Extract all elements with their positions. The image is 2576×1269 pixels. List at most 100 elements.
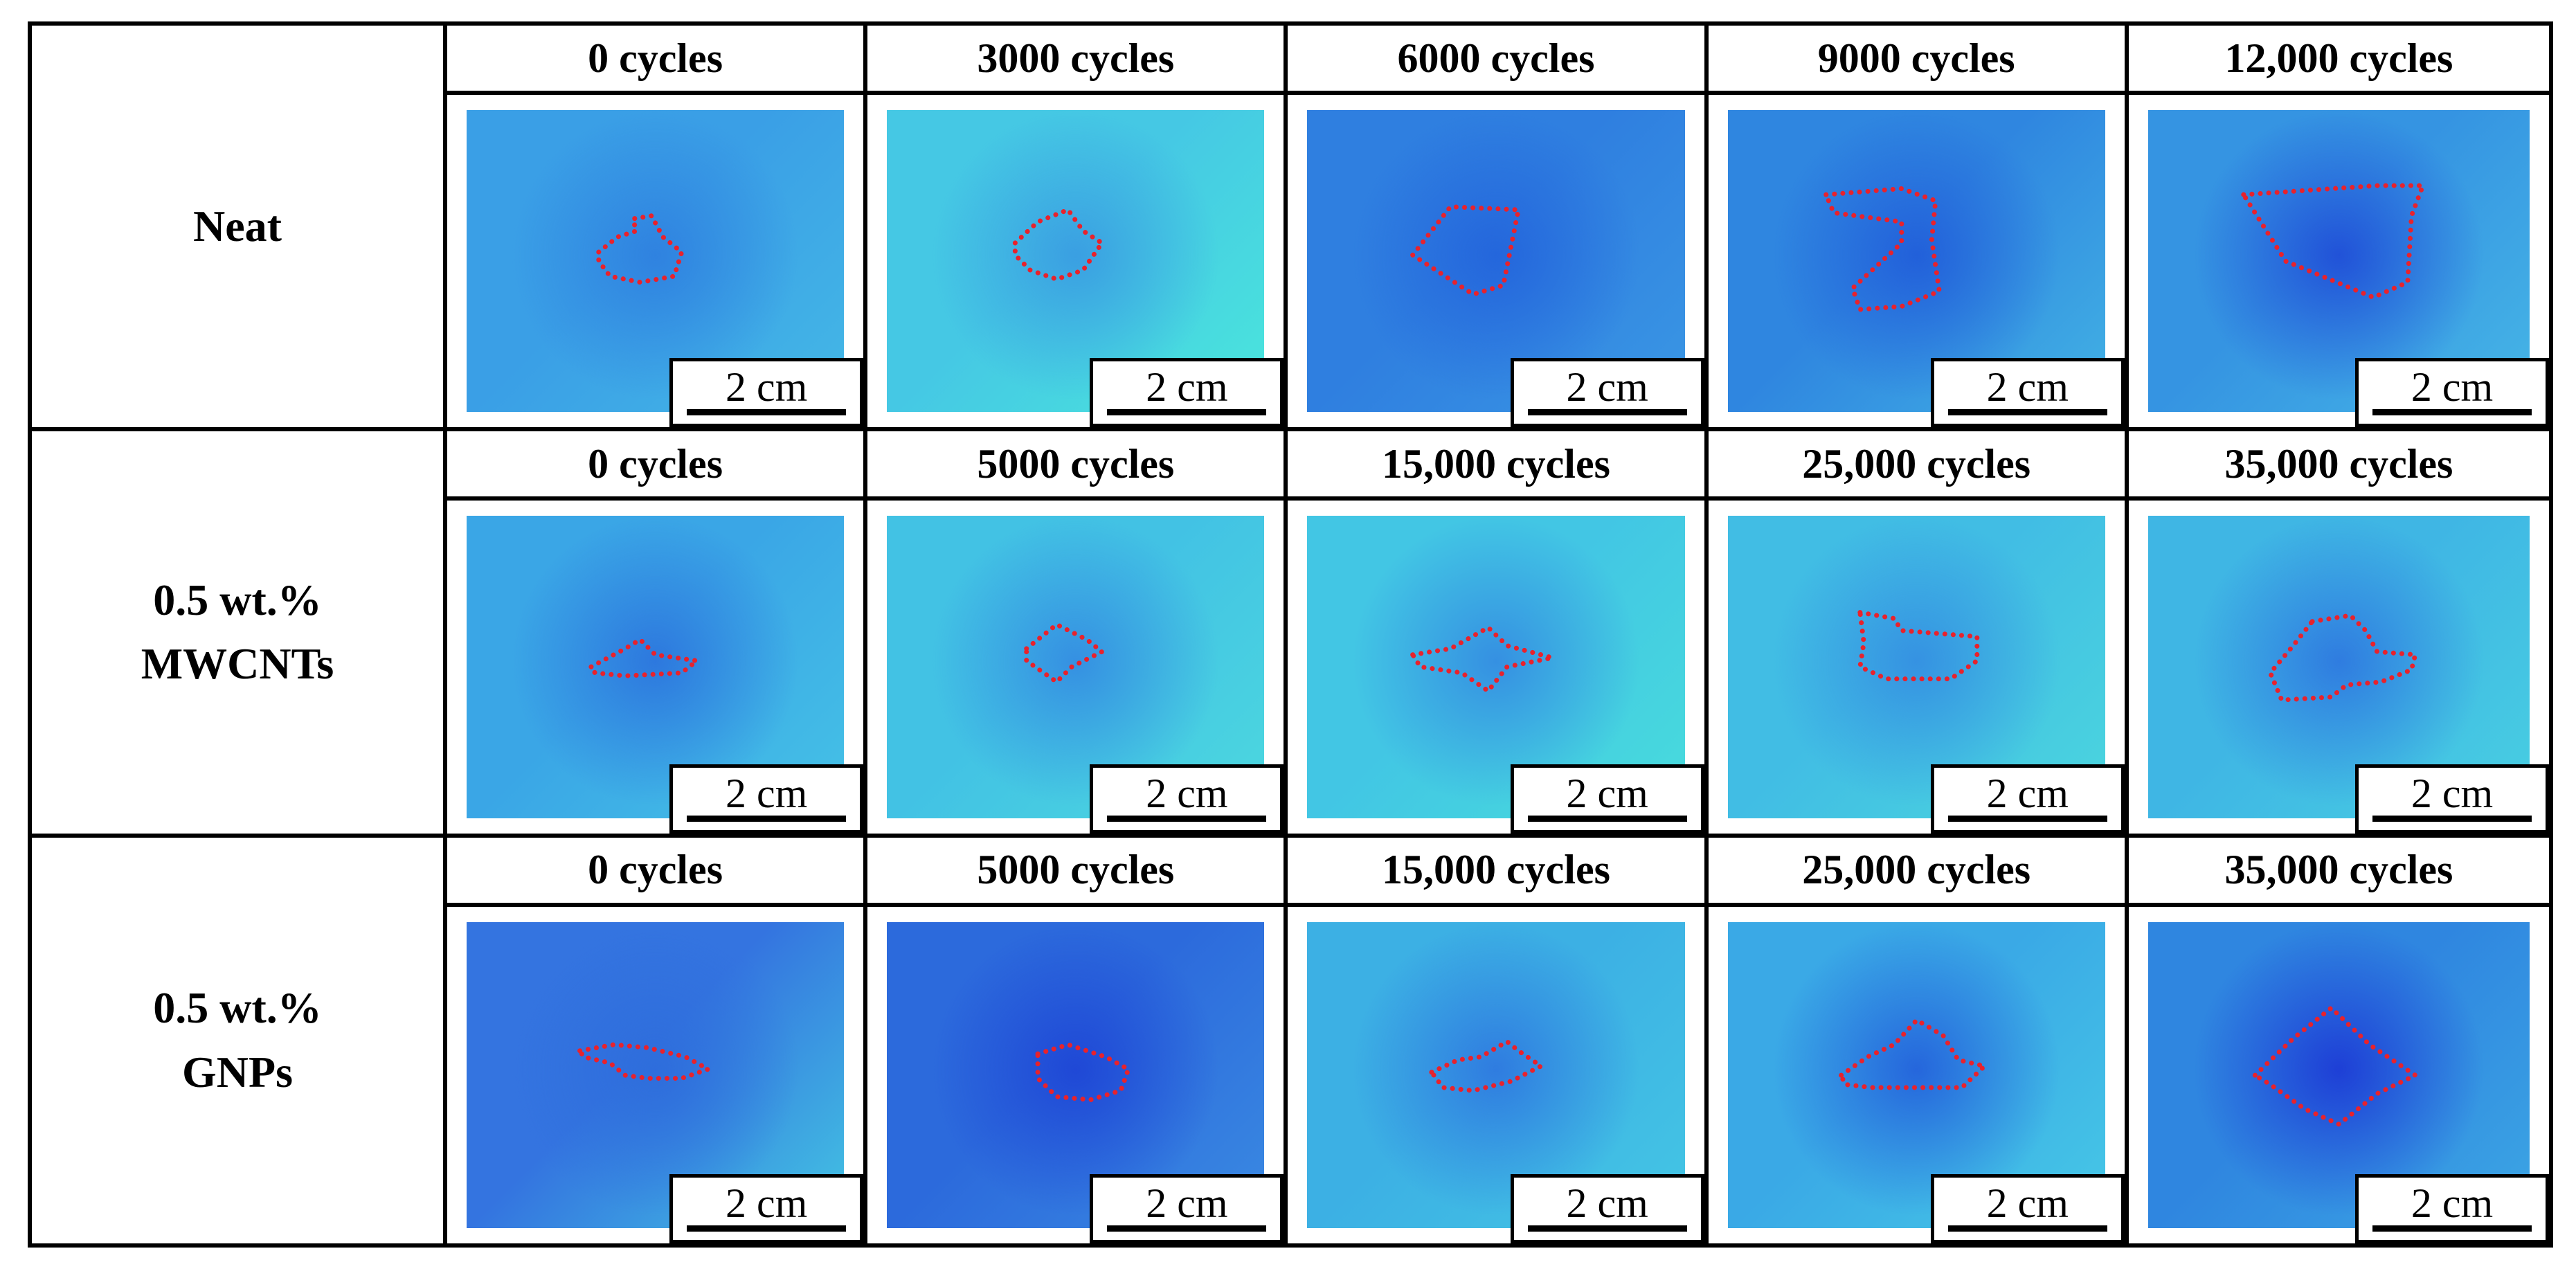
cycle-count-label: 3000 cycles [867, 26, 1284, 95]
scale-bar-line [1527, 409, 1687, 416]
scale-bar-line [1947, 1225, 2107, 1232]
defect-outline-svg [2148, 922, 2530, 1228]
thermal-panel: 15,000 cycles 2 cm [1288, 837, 1709, 1243]
defect-outline-svg [1307, 110, 1684, 412]
defect-outline-svg [887, 516, 1264, 818]
image-area: 2 cm [447, 501, 864, 834]
scale-bar-label: 2 cm [1146, 364, 1228, 411]
image-area: 2 cm [1709, 501, 2125, 834]
scale-bar-line [1107, 1225, 1267, 1232]
scale-bar-line [1947, 815, 2107, 822]
defect-outline-svg [467, 922, 844, 1228]
image-area: 2 cm [867, 501, 1284, 834]
defect-outline-svg [1307, 922, 1684, 1228]
thermal-panel: 25,000 cycles 2 cm [1708, 431, 2129, 838]
scale-bar-box: 2 cm [2355, 358, 2549, 428]
scale-bar-box: 2 cm [1510, 1173, 1704, 1243]
defect-outline-svg [887, 110, 1264, 412]
scale-bar-label: 2 cm [1566, 364, 1648, 411]
scale-bar-label: 2 cm [726, 770, 808, 816]
thermal-panel: 0 cycles 2 cm [447, 837, 868, 1243]
scale-bar-line [2372, 815, 2532, 822]
thermal-panel: 9000 cycles 2 cm [1708, 26, 2129, 432]
defect-outline [580, 1045, 708, 1079]
thermal-panel: 35,000 cycles 2 cm [2128, 431, 2549, 838]
scale-bar-label: 2 cm [2411, 770, 2494, 816]
image-area: 2 cm [447, 95, 864, 428]
scale-bar-label: 2 cm [1566, 770, 1648, 816]
defect-outline-svg [1728, 516, 2105, 818]
thermal-panel: 5000 cycles 2 cm [867, 431, 1288, 838]
scale-bar-box: 2 cm [1930, 1173, 2125, 1243]
scale-bar-box: 2 cm [1090, 358, 1284, 428]
scale-bar-label: 2 cm [1146, 1180, 1228, 1226]
scale-bar-line [1107, 409, 1267, 416]
defect-outline [1826, 188, 1939, 309]
thermal-image [467, 110, 845, 413]
image-area: 2 cm [1709, 907, 2125, 1243]
scale-bar-line [2372, 1225, 2532, 1232]
thermal-panel: 6000 cycles 2 cm [1288, 26, 1709, 432]
defect-outline [2244, 186, 2423, 297]
thermal-panel: 35,000 cycles 2 cm [2128, 838, 2549, 1243]
scale-bar-line [687, 815, 847, 822]
scale-bar-label: 2 cm [1986, 364, 2069, 411]
scale-bar-line [1107, 815, 1267, 822]
defect-outline-svg [467, 110, 844, 412]
cycle-count-label: 0 cycles [447, 431, 864, 501]
image-area: 2 cm [867, 907, 1284, 1243]
scale-bar-box: 2 cm [2355, 764, 2549, 834]
defect-outline-svg [887, 922, 1264, 1228]
scale-bar-box: 2 cm [1930, 764, 2125, 834]
image-area: 2 cm [1709, 95, 2125, 428]
scale-bar-box: 2 cm [1510, 358, 1704, 428]
scale-bar-box: 2 cm [1090, 764, 1284, 834]
thermal-panel: 15,000 cycles 2 cm [1288, 431, 1709, 838]
cycle-count-label: 25,000 cycles [1708, 431, 2125, 501]
scale-bar-label: 2 cm [726, 364, 808, 411]
defect-outline [1859, 613, 1976, 679]
scale-bar-box: 2 cm [1090, 1173, 1284, 1243]
scale-bar-label: 2 cm [726, 1180, 808, 1226]
defect-outline-svg [2148, 516, 2530, 818]
thermal-panel: 25,000 cycles 2 cm [1708, 837, 2129, 1243]
cycle-count-label: 35,000 cycles [2128, 838, 2549, 907]
scale-bar-line [687, 409, 847, 416]
scale-bar-label: 2 cm [1986, 1180, 2069, 1226]
image-area: 2 cm [1288, 501, 1704, 834]
scale-bar-label: 2 cm [1986, 770, 2069, 816]
row-label: Neat [32, 26, 447, 432]
defect-outline-svg [467, 516, 844, 818]
thermal-panel: 0 cycles 2 cm [447, 26, 868, 432]
cycle-count-label: 15,000 cycles [1288, 431, 1704, 501]
thermal-panel: 0 cycles 2 cm [447, 431, 868, 838]
scale-bar-box: 2 cm [669, 358, 864, 428]
thermal-panel: 3000 cycles 2 cm [867, 26, 1288, 432]
cycle-count-label: 15,000 cycles [1288, 838, 1704, 907]
row-label: 0.5 wt.% GNPs [32, 837, 447, 1243]
scale-bar-label: 2 cm [2411, 1180, 2494, 1226]
defect-outline-svg [2148, 110, 2530, 412]
image-area: 2 cm [2129, 907, 2549, 1243]
scale-bar-line [1947, 409, 2107, 416]
scale-bar-box: 2 cm [2355, 1173, 2549, 1243]
scale-bar-label: 2 cm [2411, 364, 2494, 411]
scale-bar-label: 2 cm [1146, 770, 1228, 816]
defect-outline [599, 216, 682, 282]
defect-outline [1432, 1041, 1541, 1090]
thermography-panel-grid: Neat 0 cycles 2 cm 3000 cycles 2 cm 6000 cycl… [28, 21, 2553, 1248]
image-area: 2 cm [2129, 95, 2549, 428]
cycle-count-label: 6000 cycles [1288, 26, 1704, 95]
row-label: 0.5 wt.% MWCNTs [32, 431, 447, 838]
scale-bar-line [687, 1225, 847, 1232]
defect-outline [1038, 1045, 1128, 1100]
defect-outline [1027, 624, 1102, 682]
scale-bar-box: 2 cm [1510, 764, 1704, 834]
cycle-count-label: 0 cycles [447, 838, 864, 907]
image-area: 2 cm [2129, 501, 2549, 834]
cycle-count-label: 25,000 cycles [1708, 838, 2125, 907]
defect-outline [2255, 1008, 2415, 1124]
defect-outline [1413, 207, 1519, 295]
thermal-panel: 5000 cycles 2 cm [867, 837, 1288, 1243]
scale-bar-box: 2 cm [669, 764, 864, 834]
